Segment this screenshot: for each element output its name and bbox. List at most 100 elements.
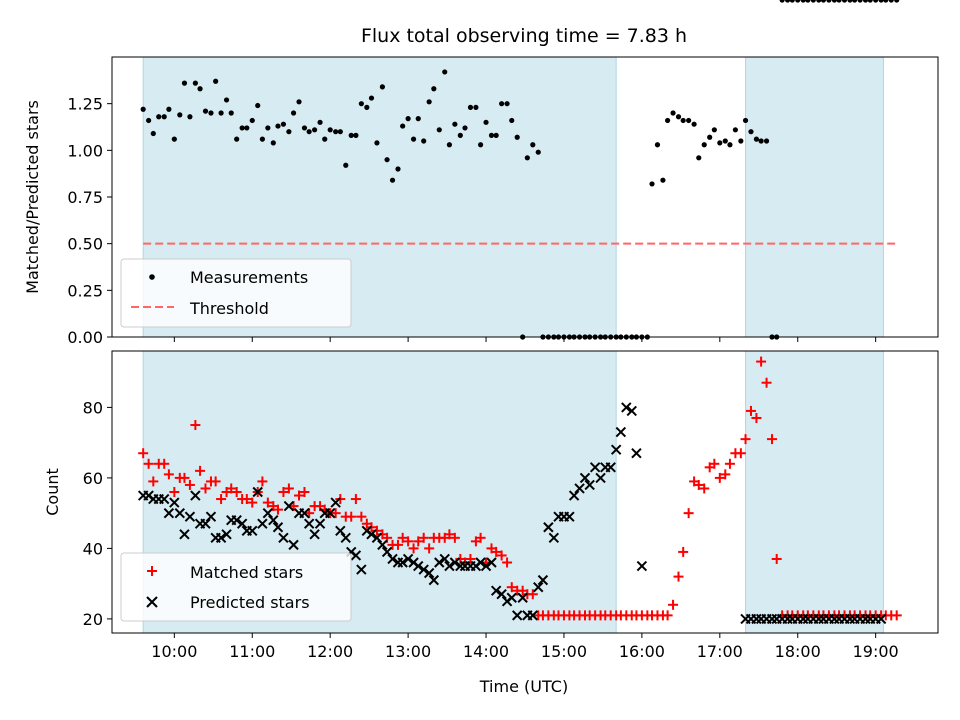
- measurement-point: [488, 132, 495, 138]
- matched-star-point: [247, 497, 258, 508]
- measurement-point: [878, 0, 884, 3]
- measurement-point: [467, 104, 474, 110]
- measurement-point: [140, 106, 146, 112]
- measurement-point: [239, 125, 245, 131]
- predicted-star-point: [278, 532, 289, 544]
- matched-star-point: [163, 469, 174, 480]
- matched-star-point: [751, 412, 762, 423]
- predicted-star-point: [236, 518, 248, 529]
- legend-matched-marker: [147, 566, 157, 576]
- predicted-star-point: [262, 507, 274, 519]
- predicted-star-point: [595, 472, 606, 484]
- predicted-star-point: [215, 532, 227, 544]
- ratio-y-axis: 0.00 0.25 0.50 0.75 1.00 1.25: [67, 95, 112, 347]
- predicted-star-point: [626, 405, 637, 417]
- matched-star-point: [699, 483, 710, 494]
- measurement-point: [358, 101, 364, 107]
- count-x-tick-label: 12:00: [307, 642, 353, 661]
- measurement-point: [795, 0, 801, 3]
- observing-interval: [745, 350, 884, 634]
- predicted-star-point: [444, 560, 455, 572]
- count-y-axis: 20 40 60 80: [83, 398, 112, 629]
- legend-measurements-marker: [149, 274, 155, 280]
- matched-star-point: [294, 490, 305, 501]
- measurement-point: [436, 127, 442, 133]
- measurement-point: [826, 0, 832, 3]
- count-x-tick-label: 14:00: [463, 642, 509, 661]
- measurement-point: [389, 177, 396, 183]
- ratio-y-tick-label: 0.75: [67, 188, 103, 207]
- measurement-point: [836, 0, 842, 3]
- measurement-point: [317, 119, 323, 125]
- measurement-point: [742, 117, 749, 124]
- measurement-point: [758, 138, 764, 144]
- matched-star-point: [475, 532, 486, 543]
- matched-star-point: [159, 458, 170, 469]
- predicted-star-point: [584, 479, 595, 491]
- measurement-point: [166, 106, 172, 112]
- predicted-star-point: [190, 490, 201, 501]
- measurement-point: [290, 110, 297, 116]
- matched-star-point: [709, 458, 720, 469]
- measurement-point: [223, 97, 230, 103]
- predicted-star-point: [231, 514, 242, 526]
- predicted-star-point: [579, 472, 591, 484]
- measurement-point: [337, 129, 343, 135]
- count-x-tick-label: 17:00: [697, 642, 743, 661]
- count-x-tick-label: 10:00: [151, 642, 197, 661]
- count-y-tick-label: 40: [83, 539, 103, 558]
- matched-star-point: [693, 479, 704, 490]
- measurement-point: [867, 0, 873, 3]
- predicted-star-point: [605, 462, 616, 473]
- measurement-point: [446, 142, 453, 148]
- measurement-point: [161, 114, 167, 120]
- measurement-point: [327, 127, 333, 133]
- predicted-star-point: [512, 610, 523, 621]
- measurement-point: [680, 117, 686, 124]
- count-legend: Matched stars Predicted stars: [120, 552, 352, 622]
- measurement-point: [732, 127, 738, 133]
- predicted-star-point: [636, 560, 648, 572]
- matched-star-point: [683, 508, 694, 519]
- measurement-point: [779, 0, 785, 3]
- measurement-point: [696, 155, 702, 161]
- predicted-star-point: [439, 553, 450, 565]
- predicted-star-point: [200, 518, 211, 529]
- matched-star-point: [444, 529, 455, 540]
- measurement-point: [208, 110, 214, 116]
- measurement-point: [384, 157, 390, 163]
- measurement-point: [862, 0, 869, 3]
- measurement-point: [711, 127, 717, 133]
- legend-predicted-label: Predicted stars: [190, 593, 310, 612]
- measurement-point: [400, 123, 406, 129]
- predicted-star-point: [574, 483, 585, 494]
- predicted-star-point: [340, 532, 351, 544]
- predicted-star-point: [377, 539, 388, 551]
- predicted-star-point: [631, 448, 642, 459]
- measurement-point: [322, 136, 328, 142]
- measurement-point: [171, 136, 177, 142]
- chart-title: Flux total observing time = 7.83 h: [361, 25, 687, 47]
- predicted-star-point: [205, 511, 217, 522]
- measurement-point: [509, 117, 515, 124]
- matched-star-point: [424, 543, 435, 554]
- count-points: [137, 356, 902, 625]
- measurement-point: [301, 125, 308, 131]
- measurement-point: [701, 142, 707, 148]
- measurement-point: [457, 132, 463, 138]
- matched-star-point: [138, 448, 149, 459]
- matched-star-point: [771, 553, 782, 564]
- predicted-star-point: [335, 525, 346, 536]
- measurement-point: [785, 0, 791, 3]
- measurement-point: [333, 129, 339, 135]
- measurement-point: [343, 162, 349, 168]
- matched-star-point: [761, 377, 772, 388]
- matched-star-point: [418, 532, 429, 543]
- matched-star-point: [502, 557, 513, 568]
- count-x-tick-label: 15:00: [541, 642, 587, 661]
- measurement-point: [535, 149, 541, 155]
- predicted-star-point: [174, 507, 186, 519]
- predicted-star-point: [252, 486, 263, 498]
- measurement-point: [421, 138, 427, 144]
- measurement-point: [368, 95, 375, 101]
